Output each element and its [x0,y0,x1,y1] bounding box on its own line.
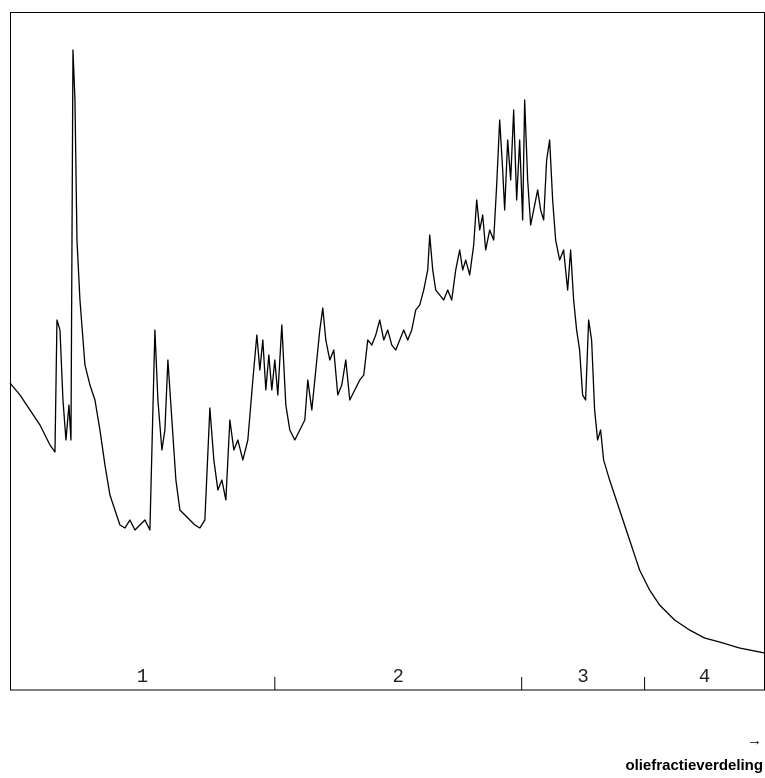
x-axis-label: oliefractieverdeling [625,757,763,774]
region-label: 2 [393,666,404,688]
region-label: 1 [137,666,148,688]
signal-line [9,49,765,654]
plot-frame [10,12,765,691]
region-label: 3 [577,666,588,688]
axis-arrow: → [747,732,762,749]
region-label: 4 [699,666,710,688]
